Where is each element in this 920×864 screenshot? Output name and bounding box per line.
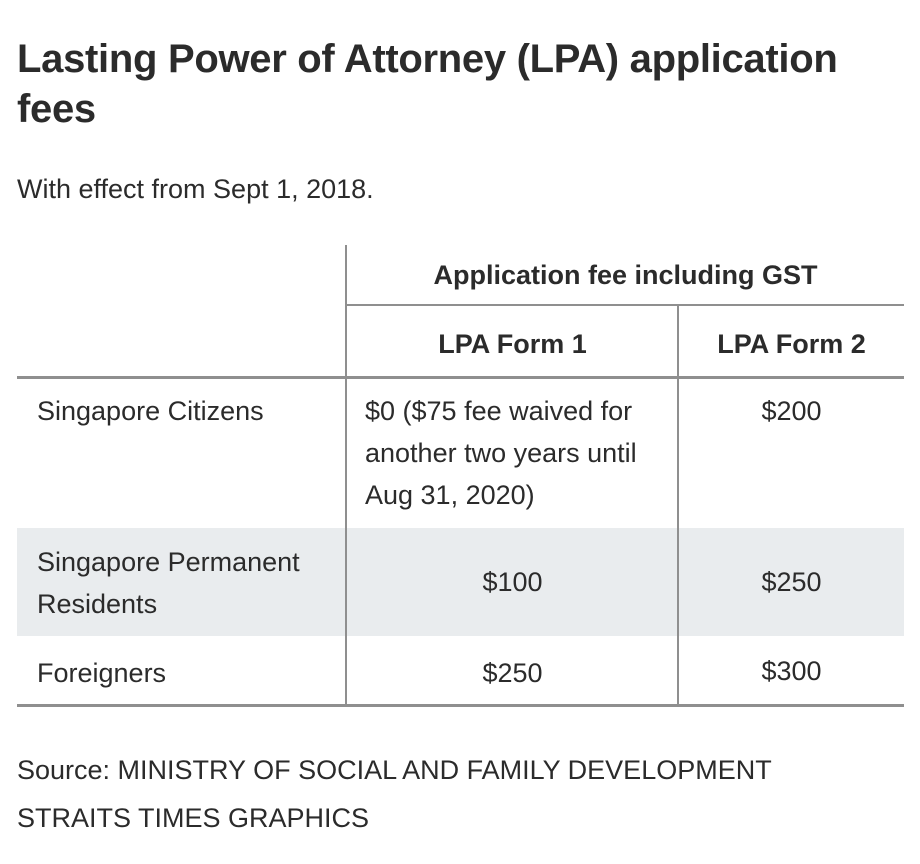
column-header-form2: LPA Form 2 (717, 329, 866, 359)
rule-under-column-headers (17, 376, 904, 379)
row-label-citizens: Singapore Citizens (37, 396, 264, 426)
source-note: Source: MINISTRY OF SOCIAL AND FAMILY DE… (17, 755, 772, 785)
vertical-divider-label-col (345, 245, 347, 707)
chart-subtitle: With effect from Sept 1, 2018. (17, 174, 374, 204)
row-label-foreigners: Foreigners (37, 658, 167, 688)
rule-under-group-header (346, 304, 904, 306)
cell-permanent-residents-form2: $250 (761, 567, 822, 597)
row-label-permanent-residents: Singapore Permanent Residents (37, 547, 300, 619)
cell-citizens-form2: $200 (761, 396, 822, 426)
chart-title: Lasting Power of Attorney (LPA) applicat… (17, 37, 838, 131)
cell-citizens-form1: $0 ($75 fee waived for another two years… (365, 396, 637, 510)
vertical-divider-form-cols (677, 304, 679, 707)
group-header: Application fee including GST (433, 260, 818, 290)
rule-table-bottom (17, 704, 904, 707)
column-header-form1: LPA Form 1 (438, 329, 587, 359)
shaded-row-background (17, 528, 904, 636)
fees-table: Application fee including GST LPA Form 1… (17, 245, 904, 707)
cell-foreigners-form2: $300 (761, 656, 822, 686)
cell-permanent-residents-form1: $100 (482, 567, 543, 597)
graphics-credit: STRAITS TIMES GRAPHICS (17, 803, 370, 833)
cell-foreigners-form1: $250 (482, 658, 543, 688)
